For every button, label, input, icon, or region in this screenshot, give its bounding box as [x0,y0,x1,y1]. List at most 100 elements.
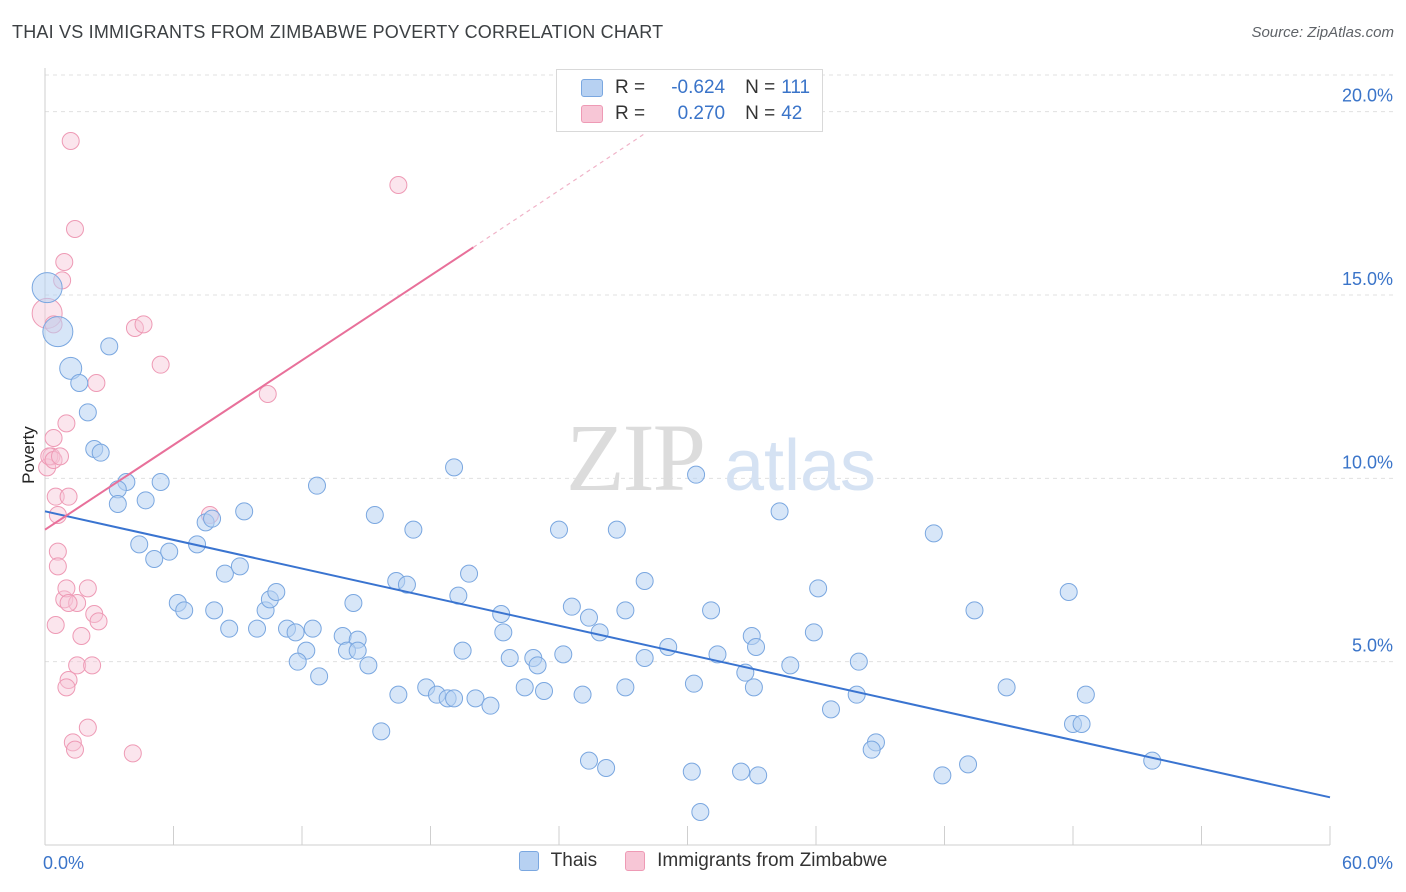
legend-item-thais: Thais [518,850,597,872]
data-point-thais [691,803,710,821]
data-point-zimbabwe [48,542,67,561]
data-point-thais [744,678,763,697]
data-point-zimbabwe [87,374,106,392]
data-point-thais [562,597,581,616]
data-point-thais [1076,685,1095,704]
correlation-legend: R = -0.624 N = 111 R = 0.270 N = 42 [556,69,823,132]
trend-lines [44,133,1331,799]
watermark: ZIP atlas [566,404,876,511]
data-point-thais [732,762,751,781]
data-point-thais [573,685,592,704]
data-point-thais [781,656,800,675]
r-label: R = [615,103,646,124]
data-point-zimbabwe [63,733,82,752]
data-point-thais [397,575,416,594]
data-point-thais [215,564,234,583]
data-point-thais [1072,715,1091,733]
data-point-zimbabwe [38,458,57,477]
data-point-thais [849,652,868,671]
x-tick-label: 60.0% [1342,853,1393,873]
data-point-thais [590,623,609,642]
data-point-thais [70,374,89,392]
axes-layer: 5.0% 10.0% 15.0% 20.0% 0.0% 60.0% [43,68,1393,873]
data-point-thais [348,641,367,660]
data-point-zimbabwe [72,627,91,645]
chart-title: THAI VS IMMIGRANTS FROM ZIMBABWE POVERTY… [12,22,664,42]
data-point-thais [687,465,706,484]
data-point-thais [145,550,164,568]
data-point-zimbabwe [57,678,76,697]
data-point-zimbabwe [48,557,67,576]
n-label: N = [745,103,776,124]
y-tick-label: 10.0% [1342,452,1393,472]
n-label: N = [745,77,776,98]
svg-text:atlas: atlas [724,426,876,506]
data-point-thais [550,520,568,539]
trend-line-thais [44,510,1331,799]
data-point-zimbabwe [258,385,277,403]
data-point-thais [372,722,391,741]
data-point-thais [344,594,363,612]
data-point-thais [267,583,286,601]
data-point-thais [151,473,170,491]
data-point-thais [809,579,828,598]
data-point-thais [100,337,119,356]
n-value: 42 [781,103,803,124]
data-point-zimbabwe [50,447,69,466]
zimbabwe-swatch [581,105,603,123]
data-point-zimbabwe [78,579,97,598]
x-tick-label: 0.0% [43,853,84,873]
r-value: 0.270 [677,103,726,124]
data-point-thais [136,491,155,510]
data-point-thais [445,689,464,708]
data-point-zimbabwe [57,579,76,598]
data-point-zimbabwe [83,656,102,675]
data-point-zimbabwe [125,319,144,337]
data-point-thais [933,766,952,785]
data-point-thais [997,678,1016,697]
data-point-thais [359,656,378,675]
data-point-thais [494,623,513,642]
data-point-thais [365,506,384,524]
data-point-thais [682,762,701,781]
source-label: Source: ZipAtlas.com [1251,24,1394,41]
data-point-zimbabwe [46,487,65,506]
data-point-thais [635,649,654,667]
data-point-thais [481,696,500,715]
y-tick-label: 20.0% [1342,86,1393,106]
data-point-thais [749,766,768,785]
data-point-zimbabwe [59,594,78,612]
data-point-thais [616,601,635,620]
legend-label-zimbabwe: Immigrants from Zimbabwe [657,850,888,871]
data-point-thais [659,638,678,656]
data-point-zimbabwe [57,414,76,433]
data-point-thais [42,316,74,348]
data-point-zimbabwe [68,656,87,675]
series-legend: Thais Immigrants from Zimbabwe [0,850,1406,872]
data-point-thais [108,495,127,513]
data-point-zimbabwe [55,253,74,271]
data-point-thais [1059,583,1078,601]
data-point-thais [965,601,984,620]
r-value: -0.624 [671,77,726,98]
legend-item-zimbabwe: Immigrants from Zimbabwe [625,850,887,872]
data-point-zimbabwe [389,176,408,194]
thais-legend-swatch [518,851,539,871]
data-point-thais [535,682,554,700]
data-point-thais [389,685,408,704]
data-point-thais [445,458,464,477]
y-tick-label: 5.0% [1352,636,1393,656]
data-point-thais [1143,751,1162,770]
data-point-thais [286,623,305,642]
data-point-thais [579,751,598,770]
data-point-thais [959,755,978,774]
data-point-thais [31,272,63,304]
data-point-thais [466,689,485,708]
data-point-zimbabwe [123,744,142,763]
data-point-thais [248,619,267,638]
n-value: 111 [781,77,811,98]
data-point-thais [460,564,479,583]
data-point-thais [635,572,654,590]
data-point-thais [59,356,83,380]
